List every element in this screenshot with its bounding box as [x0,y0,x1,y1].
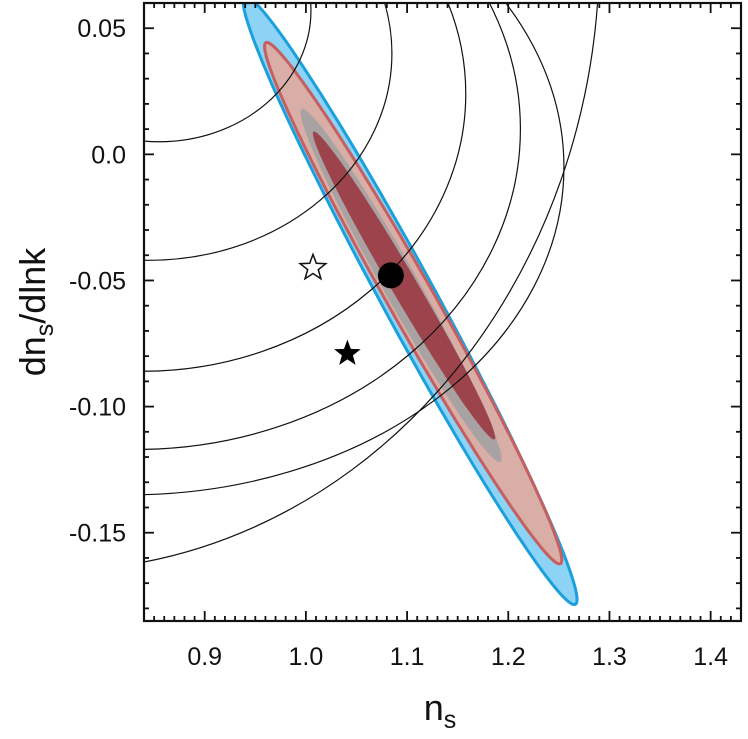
x-tick-label: 1.3 [592,643,627,671]
x-tick-label: 1.2 [491,643,526,671]
confidence-contours [241,3,579,606]
x-tick-label: 1.4 [693,643,728,671]
trajectory-curve-1 [144,3,393,261]
trajectory-curve-3 [144,3,521,450]
trajectory-curve-2 [144,3,467,372]
y-tick-label: 0.0 [91,141,126,169]
axis-ticks [143,2,742,621]
y-tick-label: 0.05 [77,15,126,43]
trajectory-curve-0 [144,3,312,143]
y-tick-label: -0.10 [69,394,126,422]
x-axis-title-subscript: s [444,706,457,734]
x-axis-title-main: n [424,687,444,728]
point-markers [298,252,404,365]
y-tick-label: -0.15 [69,520,126,548]
y-axis-title-subscript: s [31,324,59,337]
contour-3 [312,131,496,440]
y-tick-label: -0.05 [69,267,126,295]
marker-filled-circle [377,262,404,289]
x-tick-label: 1.0 [289,643,324,671]
trajectory-curve-4 [144,3,565,496]
x-tick-labels: 0.9 1.0 1.1 1.2 1.3 1.4 [187,643,728,671]
y-axis-title-post: /dlnk [12,247,53,324]
y-tick-labels: 0.05 0.0 -0.05 -0.10 -0.15 [69,15,126,547]
marker-filled-star [334,339,361,365]
trajectory-curves [144,3,599,563]
marker-open-star [298,252,328,281]
x-tick-label: 1.1 [390,643,425,671]
x-axis-title: ns [424,687,457,734]
y-axis-title-pre: dn [12,336,53,376]
y-axis-title: dns/dlnk [12,247,59,377]
x-tick-label: 0.9 [187,643,222,671]
plot-frame [142,1,743,623]
